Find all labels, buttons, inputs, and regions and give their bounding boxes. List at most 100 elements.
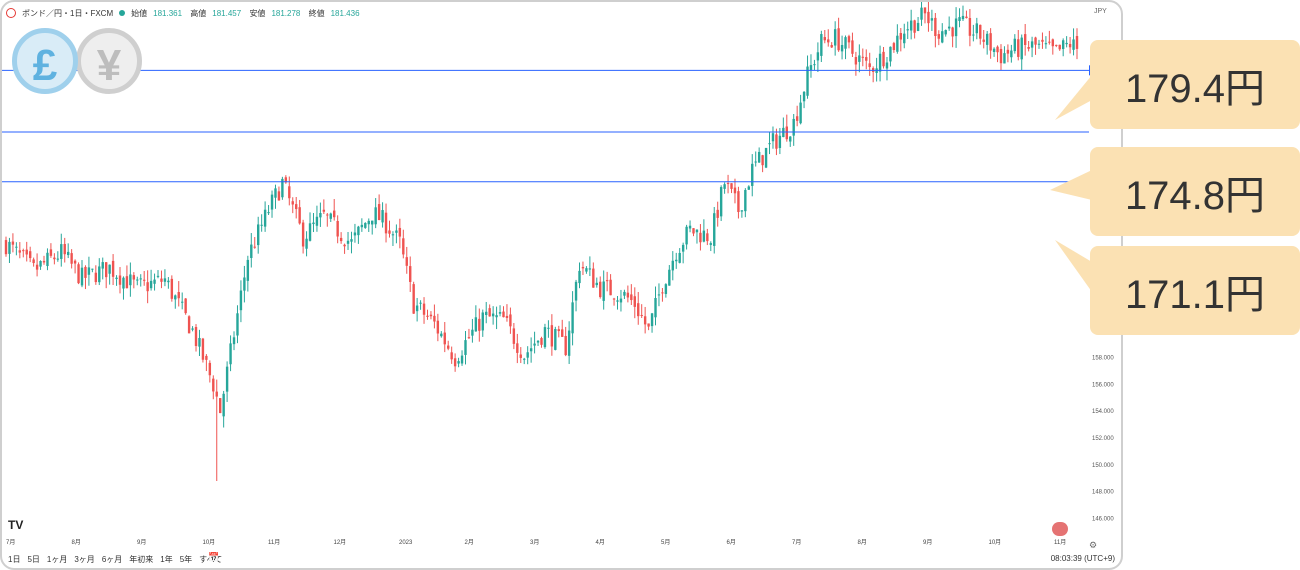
candle-body [695, 229, 699, 233]
chart-header: ポンド／円・1日・FXCM 始値 181.361 高値 181.457 安値 181.… [6, 6, 366, 20]
candle-body [215, 391, 218, 397]
timeframe-all[interactable]: すべて [199, 555, 223, 564]
timeframe-1d[interactable]: 1日 [8, 555, 21, 564]
timeframe-selector: 1日 5日 1ヶ月 3ヶ月 6ヶ月 年初来 1年 5年 すべて [8, 554, 222, 565]
candle-body [129, 274, 132, 286]
candle-body [495, 315, 498, 318]
timeframe-1y[interactable]: 1年 [160, 555, 173, 564]
candle-body [529, 348, 533, 352]
candle-body [149, 280, 153, 289]
candle-body [889, 46, 892, 62]
candle-body [25, 249, 28, 255]
candle-body [640, 314, 643, 316]
candle-body [232, 337, 236, 345]
candle-body [180, 301, 184, 303]
candle-body [802, 91, 806, 102]
candle-body [77, 264, 80, 284]
candle-body [11, 241, 15, 245]
timeframe-6m[interactable]: 6ヶ月 [101, 555, 123, 564]
candle-body [816, 52, 820, 61]
candle-body [91, 268, 94, 270]
candle-body [512, 328, 516, 344]
candle-body [906, 29, 909, 31]
candle-body [474, 317, 478, 332]
candle-body [968, 18, 972, 36]
candle-body [73, 260, 77, 264]
bottom-toolbar: 1日 5日 1ヶ月 3ヶ月 6ヶ月 年初来 1年 5年 すべて 📅 08:03:… [2, 550, 1121, 568]
candle-body [806, 66, 809, 96]
symbol-pin-icon[interactable] [6, 8, 16, 18]
candle-body [581, 266, 585, 269]
candles [4, 2, 1079, 481]
candle-body [706, 233, 709, 242]
candle-body [1068, 43, 1072, 48]
candle-body [350, 239, 353, 242]
candle-body [426, 315, 429, 317]
x-tick-label: 6月 [727, 539, 736, 546]
candle-body [415, 305, 419, 312]
candle-body [1041, 39, 1044, 42]
candle-body [191, 328, 194, 330]
gear-icon[interactable]: ⚙ [1089, 540, 1098, 550]
candle-body [277, 191, 281, 201]
tradingview-logo-icon[interactable]: TV [8, 518, 24, 532]
candle-body [650, 313, 654, 327]
candle-body [737, 191, 740, 213]
candle-body [1044, 43, 1048, 45]
market-status-icon [119, 10, 126, 16]
candle-body [768, 143, 771, 145]
candle-body [571, 302, 574, 334]
candle-body [388, 230, 391, 234]
candle-body [208, 362, 212, 376]
calendar-icon[interactable]: 📅 [208, 552, 220, 562]
callout-level-3: 171.1円 [1090, 246, 1300, 335]
candle-body [49, 249, 53, 256]
candle-body [160, 278, 163, 282]
candle-body [298, 207, 301, 224]
timeframe-3m[interactable]: 3ヶ月 [74, 555, 95, 564]
timeframe-1m[interactable]: 1ヶ月 [46, 555, 68, 564]
candle-body [274, 188, 277, 198]
candle-body [142, 279, 146, 281]
candle-body [564, 335, 567, 356]
candle-body [757, 151, 761, 163]
candle-body [723, 184, 726, 189]
candle-body [533, 343, 536, 346]
candle-body [989, 33, 992, 51]
x-tick-label: 7月 [792, 539, 801, 546]
candle-body [412, 284, 415, 314]
candle-body [595, 282, 598, 286]
replay-icon[interactable] [1052, 522, 1068, 536]
candle-body [733, 187, 737, 194]
price-chart[interactable]: 146.000 148.000 150.000 152.000 154.000 156.0… [2, 2, 1121, 550]
candle-body [402, 238, 405, 255]
candle-body [132, 275, 136, 280]
candle-body [46, 252, 49, 267]
candle-body [1017, 39, 1020, 57]
x-tick-label: 11月 [268, 539, 280, 546]
timeframe-5d[interactable]: 5日 [27, 555, 40, 564]
timeframe-ytd[interactable]: 年初来 [129, 555, 154, 564]
candle-body [94, 272, 98, 283]
candle-body [263, 209, 267, 227]
candle-body [688, 225, 692, 229]
candle-body [1023, 34, 1027, 46]
candle-body [923, 7, 927, 14]
candle-body [101, 262, 104, 269]
candle-body [395, 230, 398, 233]
candle-body [972, 34, 975, 36]
candle-body [882, 51, 885, 67]
candle-body [225, 366, 229, 392]
candle-body [623, 291, 626, 296]
timeframe-5y[interactable]: 5年 [179, 555, 193, 564]
candle-body [744, 189, 747, 212]
candle-body [833, 29, 837, 46]
candle-body [4, 240, 8, 255]
candle-body [916, 22, 920, 31]
candle-body [678, 252, 681, 263]
candle-body [934, 17, 937, 36]
candle-body [654, 298, 657, 318]
candle-body [156, 275, 160, 277]
symbol-line[interactable]: ポンド／円・1日・FXCM [22, 8, 114, 18]
candle-body [80, 267, 84, 286]
